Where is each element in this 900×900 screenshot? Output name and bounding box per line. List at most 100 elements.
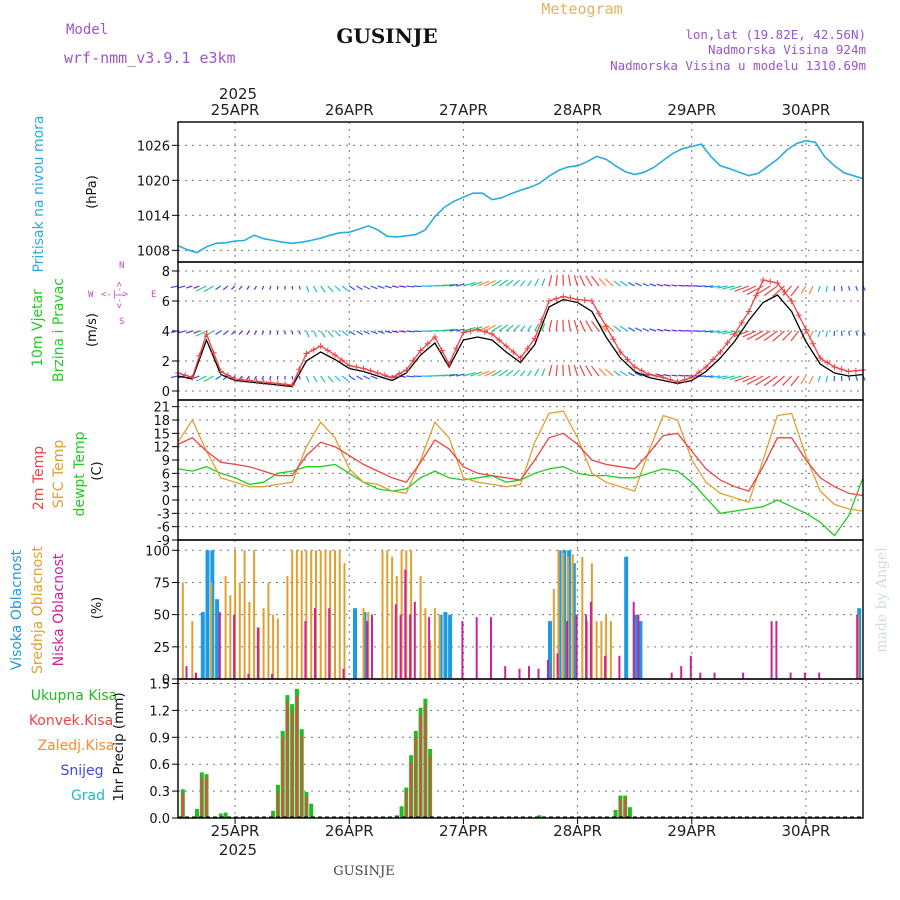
y-tick-label: 0.3 — [149, 785, 170, 800]
cloud-bar-high — [638, 621, 643, 679]
wind-speed-marker — [210, 349, 217, 356]
cloud-bar-mid — [210, 582, 213, 679]
wind-direction-arrow — [222, 285, 229, 291]
model-elevation-text: Nadmorska Visina u modelu 1310.69m — [610, 58, 866, 73]
wind-direction-arrow — [534, 368, 540, 377]
wind-direction-arrow — [520, 370, 526, 377]
precip-conv-title: Konvek.Kisa — [29, 713, 113, 729]
precip-bar-conv — [205, 777, 208, 818]
wind-speed-marker — [610, 336, 617, 343]
wind-direction-arrow — [313, 375, 318, 383]
cloud-bar-mid — [609, 621, 612, 679]
bottom-day-label: 28APR — [553, 822, 602, 840]
wind-speed-marker — [617, 349, 624, 355]
wind-direction-arrow — [598, 323, 607, 332]
wind-direction-arrow — [656, 328, 664, 332]
cloud-bar-high — [448, 614, 453, 679]
station-title: GUSINJE — [336, 24, 437, 48]
wind-direction-arrow — [709, 285, 721, 289]
wind-direction-arrow — [541, 323, 546, 332]
cloud-bar-low — [537, 668, 540, 679]
temp-2m-line — [177, 432, 864, 497]
wind-speed-marker — [624, 356, 631, 363]
y-tick-label: 1020 — [137, 174, 170, 189]
precip-frame — [177, 678, 864, 819]
wind-direction-arrow — [734, 375, 750, 382]
wind-direction-arrow — [763, 375, 778, 387]
wind-speed-marker — [503, 343, 510, 349]
wind-direction-arrow — [193, 285, 200, 289]
wind-speed-marker — [410, 357, 417, 364]
wind-direction-arrow — [269, 285, 272, 290]
wind-direction-arrow — [825, 375, 828, 382]
precip-bar-total — [613, 809, 618, 818]
top-day-label: 29APR — [667, 101, 716, 119]
wind-speed-marker — [481, 328, 488, 335]
wind-direction-arrow — [305, 330, 310, 338]
y-tick-label: 6 — [162, 295, 170, 310]
wind-direction-arrow — [170, 285, 179, 289]
wind-direction-arrow — [717, 375, 728, 379]
wind-direction-arrow — [772, 330, 785, 342]
cloud-bar-low — [475, 617, 478, 679]
precip-unit: 1hr Precip (mm) — [111, 692, 127, 801]
chart-kind-title: Meteogram — [541, 0, 622, 18]
wind-direction-arrow — [413, 330, 422, 333]
cloud-bar-mid — [419, 576, 422, 679]
cloud-bar-mid — [338, 550, 341, 679]
cloud-bar-mid — [224, 576, 227, 679]
wind-direction-arrow — [541, 368, 546, 377]
pressure-unit: (hPa) — [85, 175, 100, 209]
wind-direction-arrow — [613, 325, 621, 332]
cloud-bar-mid — [343, 563, 346, 679]
wind-speed-marker — [296, 366, 303, 373]
cloud-bar-mid — [605, 614, 608, 679]
wind-direction-arrow — [215, 375, 222, 380]
y-tick-label: 0.6 — [149, 758, 170, 773]
wind-direction-arrows — [170, 274, 866, 387]
wind-y-ticks: 0 2 4 6 8 — [162, 265, 178, 400]
wind-direction-arrow — [238, 330, 243, 335]
wind-direction-arrow — [585, 275, 593, 287]
wind-speed-marker — [838, 366, 845, 373]
wind-direction-arrow — [470, 281, 483, 287]
y-tick-label: 9 — [162, 454, 170, 469]
wind-direction-arrow — [505, 324, 514, 332]
wind-gust-line — [177, 294, 864, 388]
cloud-bar-low — [328, 608, 331, 679]
wind-direction-arrow — [704, 375, 714, 378]
wind-direction-arrow — [413, 375, 422, 378]
wind-direction-arrow — [505, 369, 514, 377]
wind-direction-arrow — [261, 285, 265, 290]
cloud-bar-mid — [600, 621, 603, 679]
wind-speed-marker — [282, 381, 289, 388]
wind-direction-arrow — [185, 330, 193, 334]
wind-direction-arrow — [634, 282, 643, 287]
wind-speed-marker — [381, 372, 388, 379]
wind-direction-arrow — [734, 285, 750, 292]
wind-direction-arrow — [231, 285, 236, 290]
wind-speed-marker — [189, 374, 196, 381]
cloud-bar-mid — [291, 550, 294, 679]
wind-direction-arrow — [477, 370, 490, 377]
wind-direction-arrow — [238, 285, 243, 290]
wind-direction-arrow — [619, 325, 628, 332]
cloud-bar-mid — [567, 556, 570, 679]
wind-speed-marker — [831, 364, 838, 370]
clouds-panel: Visoka Oblacnost Srednja Oblacnost Niska… — [9, 539, 864, 688]
compass-east: E — [151, 290, 156, 300]
wind-direction-arrow — [334, 330, 341, 337]
wind-speed-marker — [546, 298, 553, 304]
cloud-unit: (%) — [90, 597, 105, 620]
cloud-bar-low — [670, 672, 673, 679]
wind-speed-marker — [474, 326, 481, 333]
cloud-bar-low — [461, 621, 464, 679]
cloud-bar-low — [314, 608, 316, 679]
y-tick-label: 100 — [145, 544, 170, 559]
cloud-bar-low — [632, 601, 635, 679]
cloud-bar-low — [404, 569, 407, 679]
cloud-bar-low — [566, 621, 569, 679]
wind-direction-arrow — [449, 373, 458, 377]
wind-direction-arrow — [269, 330, 272, 335]
